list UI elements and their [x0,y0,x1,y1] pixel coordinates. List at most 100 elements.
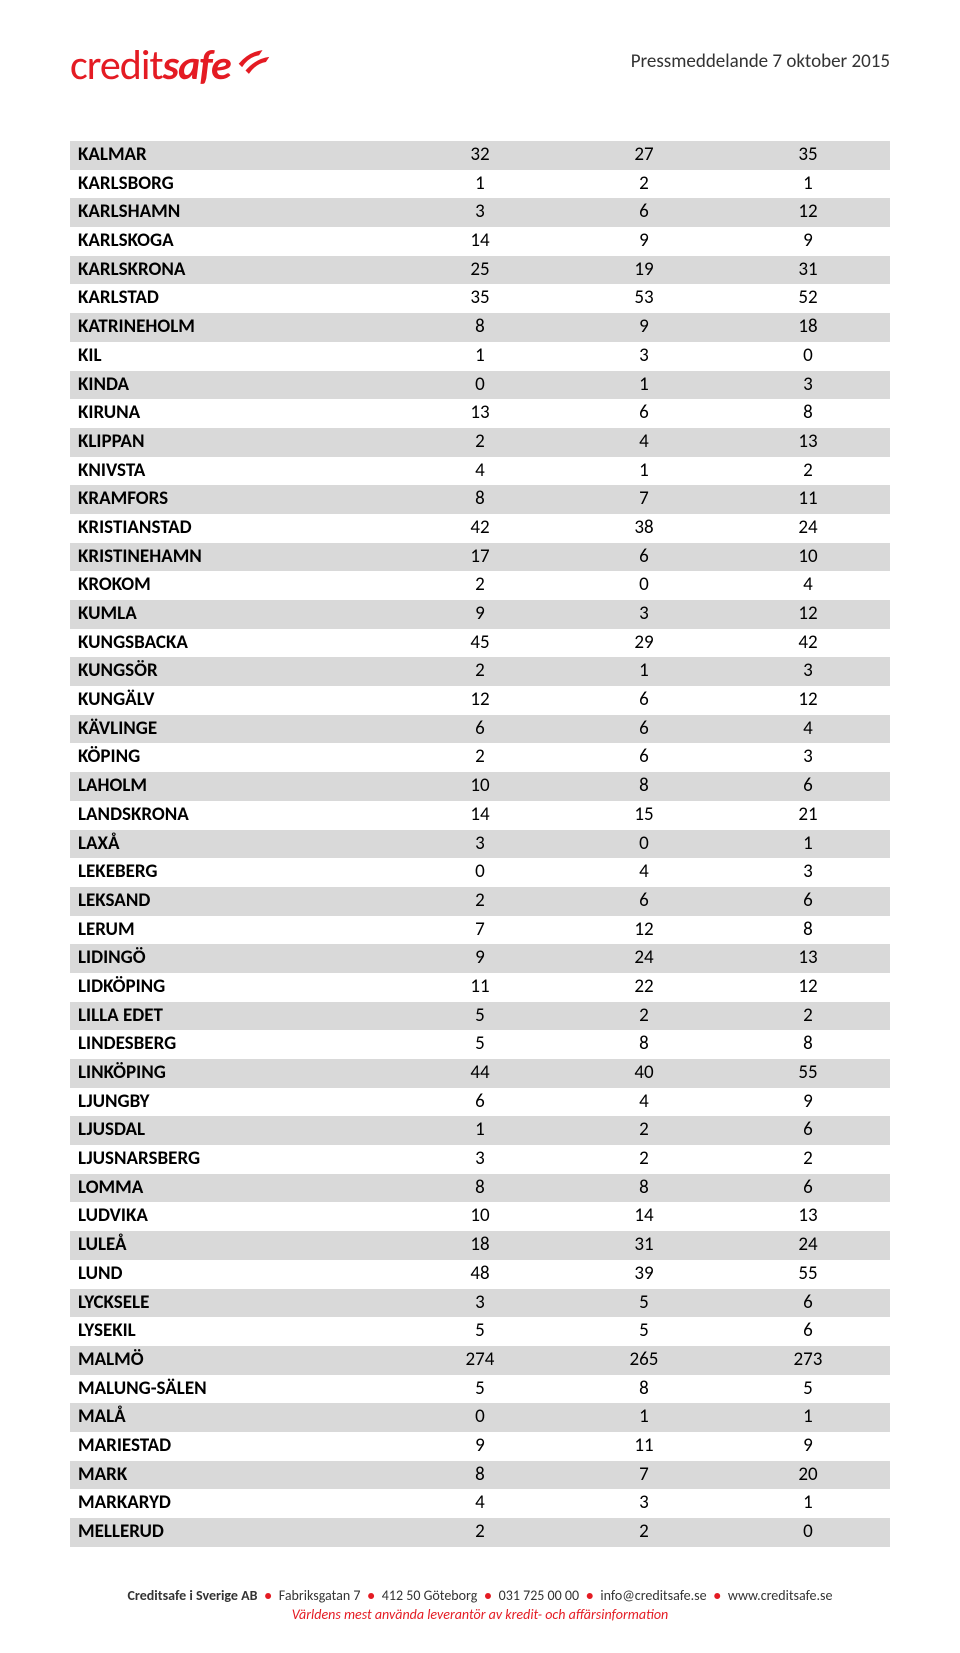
row-value: 1 [726,830,890,859]
row-value: 24 [726,1231,890,1260]
row-value: 9 [726,1432,890,1461]
row-label: LIDINGÖ [70,944,398,973]
row-value: 10 [398,772,562,801]
page-header: creditsafe Pressmeddelande 7 oktober 201… [70,40,890,91]
row-value: 3 [562,600,726,629]
row-value: 2 [398,571,562,600]
table-row: KUNGÄLV12612 [70,686,890,715]
table-row: KIRUNA1368 [70,399,890,428]
row-value: 8 [562,1030,726,1059]
row-label: MALÅ [70,1403,398,1432]
row-value: 3 [726,371,890,400]
row-value: 1 [562,1403,726,1432]
press-date: Pressmeddelande 7 oktober 2015 [631,40,890,73]
row-value: 2 [726,457,890,486]
row-value: 14 [398,801,562,830]
table-row: LYSEKIL556 [70,1317,890,1346]
row-value: 2 [562,1145,726,1174]
row-label: KARLSKOGA [70,227,398,256]
row-value: 8 [398,313,562,342]
dot-icon: • [480,1587,495,1604]
row-label: KARLSKRONA [70,256,398,285]
row-value: 9 [398,1432,562,1461]
row-value: 42 [726,629,890,658]
table-row: KARLSKRONA251931 [70,256,890,285]
row-value: 11 [398,973,562,1002]
row-value: 6 [562,543,726,572]
row-value: 1 [398,170,562,199]
table-row: LINDESBERG588 [70,1030,890,1059]
row-value: 3 [562,342,726,371]
footer-company: Creditsafe i Sverige AB [127,1587,257,1604]
row-value: 3 [398,830,562,859]
row-value: 5 [398,1375,562,1404]
row-value: 13 [726,1202,890,1231]
row-value: 10 [726,543,890,572]
logo-credit: credit [70,40,163,91]
row-value: 6 [726,1116,890,1145]
row-value: 13 [726,944,890,973]
table-row: MALUNG-SÄLEN585 [70,1375,890,1404]
table-row: KÄVLINGE664 [70,715,890,744]
row-label: MELLERUD [70,1518,398,1547]
row-value: 5 [398,1002,562,1031]
row-value: 1 [562,457,726,486]
data-table: KALMAR322735KARLSBORG121KARLSHAMN3612KAR… [70,141,890,1547]
row-label: KARLSTAD [70,284,398,313]
row-value: 21 [726,801,890,830]
row-value: 3 [398,1289,562,1318]
table-row: LIDKÖPING112212 [70,973,890,1002]
row-value: 2 [562,170,726,199]
row-value: 11 [726,485,890,514]
row-value: 3 [726,858,890,887]
table-row: KALMAR322735 [70,141,890,170]
row-label: LILLA EDET [70,1002,398,1031]
row-value: 38 [562,514,726,543]
row-label: LUND [70,1260,398,1289]
row-label: KÖPING [70,743,398,772]
row-value: 2 [398,657,562,686]
row-label: LIDKÖPING [70,973,398,1002]
row-label: KRAMFORS [70,485,398,514]
row-value: 29 [562,629,726,658]
row-value: 32 [398,141,562,170]
document-page: creditsafe Pressmeddelande 7 oktober 201… [0,0,960,1653]
table-row: KRAMFORS8711 [70,485,890,514]
table-row: LERUM7128 [70,916,890,945]
dot-icon: • [710,1587,725,1604]
row-value: 39 [562,1260,726,1289]
footer-tagline: Världens mest använda leverantör av kred… [0,1606,960,1623]
row-label: KALMAR [70,141,398,170]
row-value: 0 [562,830,726,859]
row-value: 24 [562,944,726,973]
row-label: LANDSKRONA [70,801,398,830]
table-row: LEKSAND266 [70,887,890,916]
row-label: LINKÖPING [70,1059,398,1088]
row-label: LJUSNARSBERG [70,1145,398,1174]
table-row: KRISTIANSTAD423824 [70,514,890,543]
table-row: MELLERUD220 [70,1518,890,1547]
row-value: 8 [562,1375,726,1404]
row-value: 13 [726,428,890,457]
row-value: 3 [398,198,562,227]
row-value: 52 [726,284,890,313]
row-value: 17 [398,543,562,572]
row-value: 6 [562,743,726,772]
row-value: 8 [398,485,562,514]
row-value: 4 [398,1489,562,1518]
logo-swoosh-icon [237,45,271,79]
row-value: 6 [562,715,726,744]
row-value: 2 [562,1518,726,1547]
row-value: 13 [398,399,562,428]
table-row: KARLSTAD355352 [70,284,890,313]
row-value: 2 [562,1002,726,1031]
table-row: MARKARYD431 [70,1489,890,1518]
row-value: 14 [398,227,562,256]
row-value: 12 [398,686,562,715]
row-value: 5 [398,1317,562,1346]
row-value: 2 [398,1518,562,1547]
table-row: LUND483955 [70,1260,890,1289]
row-value: 4 [726,715,890,744]
row-label: KROKOM [70,571,398,600]
table-row: KLIPPAN2413 [70,428,890,457]
